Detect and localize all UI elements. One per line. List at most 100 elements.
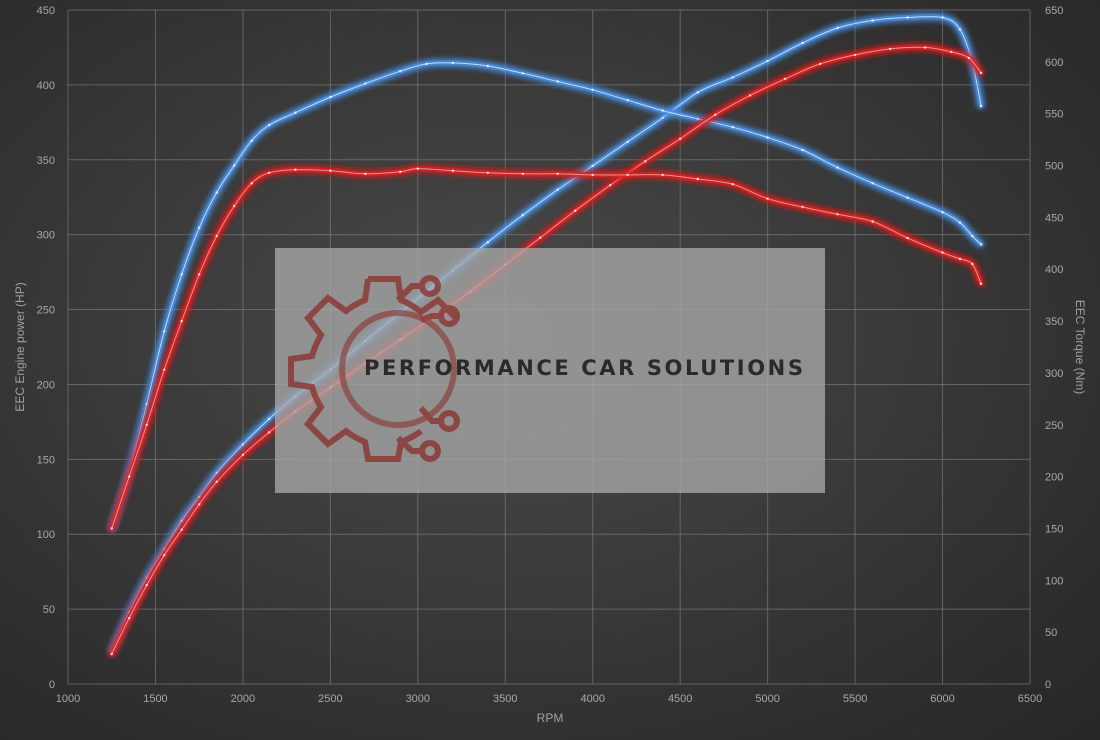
data-point: [451, 169, 454, 172]
data-point: [198, 503, 201, 506]
data-point: [215, 234, 218, 238]
data-point: [871, 19, 874, 22]
data-point: [971, 234, 974, 238]
data-point: [198, 226, 201, 229]
data-point: [958, 28, 962, 31]
x-tick-label: 6500: [1018, 693, 1042, 705]
data-point: [250, 182, 253, 185]
data-point: [836, 26, 839, 30]
data-point: [923, 46, 927, 49]
data-point: [215, 480, 218, 483]
data-point: [888, 47, 892, 51]
data-point: [958, 221, 962, 224]
data-point: [574, 209, 577, 212]
data-point: [215, 471, 218, 474]
right-tick-label: 650: [1045, 5, 1063, 17]
data-point: [163, 368, 166, 371]
data-point: [818, 62, 822, 66]
data-point: [731, 126, 734, 129]
data-point: [486, 241, 489, 244]
data-point: [110, 652, 113, 656]
x-tick-label: 3000: [406, 693, 430, 705]
data-point: [714, 113, 717, 117]
data-point: [215, 191, 218, 194]
data-point: [521, 214, 524, 217]
x-tick-label: 6000: [930, 693, 954, 705]
brand-name: PERFORMANCE CAR SOLUTIONS: [364, 356, 806, 380]
data-point: [906, 196, 909, 199]
data-point: [250, 139, 253, 142]
data-point: [967, 56, 970, 60]
data-point: [329, 95, 332, 99]
data-point: [241, 453, 245, 456]
data-point: [128, 475, 131, 478]
data-point: [801, 148, 804, 152]
data-point: [950, 50, 953, 54]
right-axis-title: EEC Torque (Nm): [1073, 300, 1087, 394]
x-tick-label: 2000: [231, 693, 255, 705]
data-point: [971, 262, 974, 266]
x-tick-label: 4500: [668, 693, 692, 705]
data-point: [364, 172, 367, 175]
data-point: [180, 319, 183, 323]
data-point: [661, 109, 664, 112]
data-point: [626, 173, 629, 177]
x-tick-label: 1000: [56, 693, 80, 705]
right-tick-label: 300: [1045, 368, 1063, 380]
data-point: [180, 528, 183, 531]
data-point: [364, 82, 367, 85]
data-point: [591, 164, 594, 167]
data-point: [233, 204, 236, 208]
data-point: [696, 91, 699, 94]
right-tick-label: 50: [1045, 627, 1057, 639]
data-point: [267, 123, 271, 127]
data-point: [979, 71, 983, 75]
data-point: [731, 76, 734, 79]
data-point: [696, 177, 699, 181]
right-tick-label: 150: [1045, 523, 1063, 535]
x-tick-label: 5500: [843, 693, 867, 705]
right-tick-label: 550: [1045, 109, 1063, 121]
data-point: [906, 236, 909, 240]
data-point: [399, 170, 402, 173]
data-point: [679, 137, 682, 140]
data-point: [906, 16, 909, 19]
data-point: [425, 62, 428, 66]
left-tick-label: 300: [37, 230, 55, 242]
data-point: [591, 88, 594, 92]
data-point: [267, 171, 271, 174]
data-point: [539, 236, 542, 239]
data-point: [267, 417, 271, 421]
data-point: [180, 273, 183, 276]
data-point: [644, 160, 647, 163]
data-point: [853, 53, 857, 57]
data-point: [871, 182, 874, 185]
data-point: [163, 554, 166, 557]
data-point: [198, 273, 201, 276]
left-tick-label: 150: [37, 454, 55, 466]
data-point: [241, 443, 245, 446]
x-axis-title: RPM: [537, 711, 564, 725]
x-tick-label: 2500: [318, 693, 342, 705]
data-point: [294, 111, 297, 114]
data-point: [871, 220, 874, 223]
right-tick-label: 100: [1045, 575, 1063, 587]
data-point: [801, 205, 804, 209]
left-tick-label: 100: [37, 529, 55, 541]
data-point: [145, 583, 148, 587]
data-point: [766, 59, 769, 63]
data-point: [163, 330, 166, 333]
data-point: [626, 99, 629, 102]
data-point: [661, 173, 664, 177]
data-point: [486, 64, 489, 68]
data-point: [661, 116, 664, 120]
right-tick-label: 600: [1045, 57, 1063, 69]
data-point: [748, 94, 752, 97]
data-point: [941, 211, 944, 214]
data-point: [801, 41, 804, 45]
series-line-core: [111, 15, 982, 652]
series-red-right-axis: [109, 166, 984, 531]
data-point: [958, 257, 962, 261]
right-tick-label: 450: [1045, 212, 1063, 224]
